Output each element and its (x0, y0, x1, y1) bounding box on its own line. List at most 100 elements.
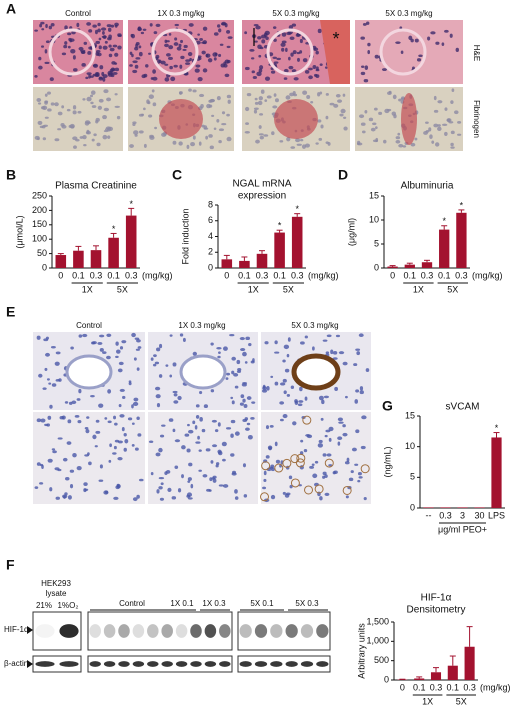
nucleus (255, 25, 261, 30)
nucleus (39, 125, 44, 129)
error-bar (493, 432, 500, 438)
nucleus (116, 115, 121, 120)
nucleus (62, 457, 68, 462)
nucleus (104, 40, 108, 44)
nucleus (190, 483, 194, 489)
stain (261, 461, 271, 471)
nucleus (113, 496, 119, 500)
nucleus (312, 346, 315, 351)
nucleus (199, 93, 205, 98)
nucleus (98, 403, 104, 408)
x-tick-label: 0 (58, 270, 63, 280)
nucleus (264, 30, 270, 36)
nucleus (67, 419, 72, 424)
stain (296, 453, 306, 463)
band (89, 624, 101, 638)
significance-marker: * (460, 200, 464, 210)
nucleus (161, 132, 167, 137)
nucleus (159, 343, 163, 349)
nucleus (303, 448, 308, 453)
nucleus (342, 432, 348, 437)
nucleus (168, 418, 174, 422)
nucleus (187, 423, 190, 427)
nucleus (34, 29, 38, 32)
nucleus (194, 425, 198, 430)
nucleus (45, 336, 49, 340)
nucleus (89, 75, 94, 78)
nucleus (182, 48, 187, 52)
nucleus (107, 389, 112, 394)
nucleus (104, 417, 108, 420)
nucleus (315, 74, 320, 78)
oxygen-label: 1%O₂ (58, 601, 79, 610)
bar (440, 507, 451, 508)
panel-label: F (6, 557, 15, 573)
nucleus (52, 450, 57, 454)
nucleus (234, 489, 238, 494)
nucleus (205, 53, 211, 58)
nucleus (207, 58, 213, 63)
nucleus (98, 334, 105, 338)
nucleus (164, 77, 170, 82)
nucleus (187, 497, 193, 500)
nucleus (119, 346, 124, 350)
band (219, 624, 231, 638)
nucleus (291, 23, 297, 27)
nucleus (378, 111, 383, 115)
nucleus (299, 50, 303, 54)
nucleus (189, 57, 192, 62)
micrograph (33, 20, 123, 84)
nucleus (302, 58, 308, 63)
nucleus (226, 30, 231, 34)
nucleus (293, 93, 298, 97)
nucleus (187, 477, 192, 481)
nucleus (119, 388, 125, 392)
nucleus (244, 130, 250, 134)
nucleus (44, 93, 48, 97)
nucleus (168, 56, 173, 60)
nucleus (77, 110, 82, 114)
nucleus (38, 65, 43, 70)
nucleus (95, 419, 100, 423)
nucleus (152, 102, 157, 107)
nucleus (123, 447, 127, 452)
micrograph (33, 412, 145, 504)
nucleus (86, 72, 92, 75)
nucleus (137, 433, 142, 437)
micrograph (33, 87, 123, 151)
nucleus (357, 472, 362, 476)
nucleus (210, 389, 215, 393)
nucleus (140, 31, 145, 35)
nucleus (337, 417, 343, 422)
nucleus (253, 109, 258, 114)
nucleus (136, 494, 140, 499)
nucleus (220, 63, 225, 68)
nucleus (273, 38, 277, 42)
nucleus (261, 39, 266, 44)
nucleus (317, 443, 324, 448)
stain (314, 484, 324, 494)
nucleus (287, 337, 291, 342)
nucleus (102, 74, 108, 79)
nucleus (156, 489, 160, 494)
y-tick-label: 6 (208, 215, 213, 225)
nucleus (93, 133, 97, 137)
nucleus (36, 335, 41, 340)
nucleus (320, 124, 324, 129)
nucleus (353, 363, 358, 367)
nucleus (72, 55, 76, 60)
y-axis-label: Arbitrary units (356, 623, 366, 679)
bar (108, 237, 119, 268)
y-tick-label: 0 (384, 674, 389, 684)
nucleus (179, 333, 184, 337)
nucleus (425, 121, 429, 124)
y-tick-label: 0 (208, 262, 213, 272)
nucleus (360, 445, 366, 450)
nucleus (221, 123, 227, 126)
nucleus (46, 378, 50, 381)
micrograph: * (242, 20, 350, 84)
nucleus (226, 59, 231, 64)
nucleus (360, 71, 366, 76)
error-bar (128, 207, 135, 216)
nucleus (78, 388, 82, 394)
